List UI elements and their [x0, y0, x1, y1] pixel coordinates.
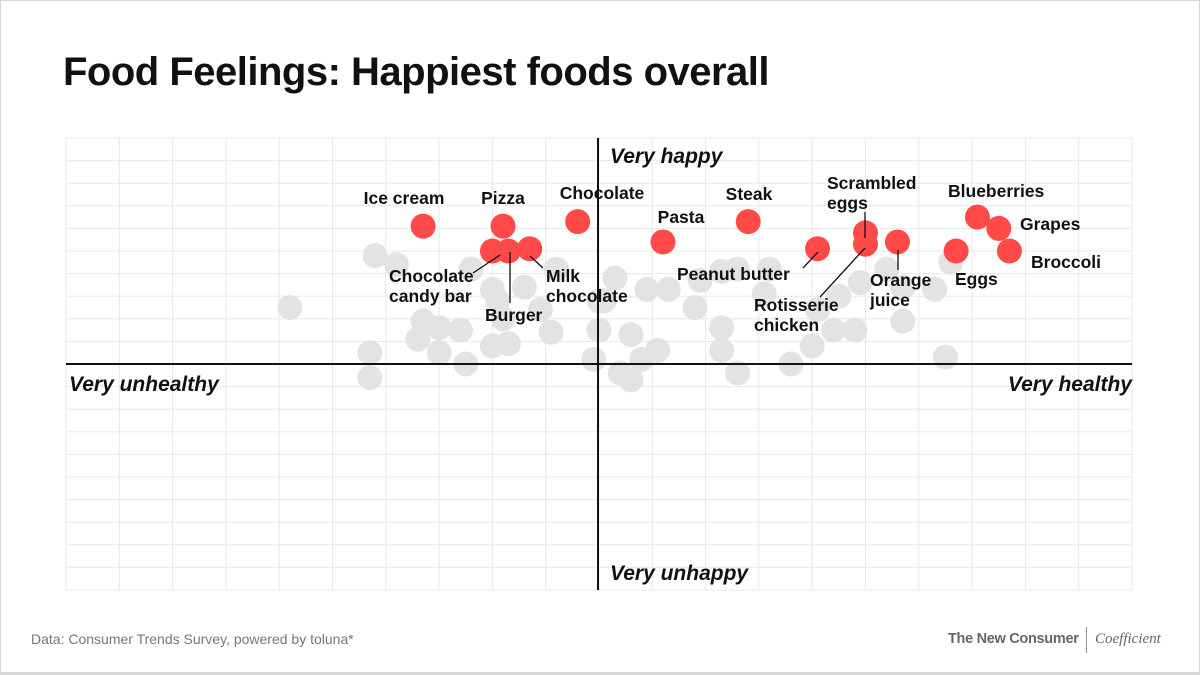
label-line: Chocolate	[389, 266, 474, 286]
label-chocolate: Chocolate	[559, 183, 645, 203]
point-blueberries	[964, 204, 990, 230]
food-point	[890, 274, 916, 300]
food-point	[511, 274, 537, 300]
food-point	[357, 365, 383, 391]
point-ice-cream	[410, 213, 436, 239]
x-axis-right-label: Very healthy	[1007, 373, 1132, 396]
page-title: Food Feelings: Happiest foods overall	[63, 50, 770, 94]
food-point	[618, 367, 644, 393]
food-point	[618, 322, 644, 348]
food-point	[634, 276, 660, 302]
label-pasta: Pasta	[657, 207, 705, 227]
label-line: eggs	[827, 193, 868, 213]
point-orange-juice	[884, 229, 910, 255]
label-line: chicken	[754, 315, 820, 335]
label-line: chocolate	[546, 286, 628, 306]
food-point	[826, 283, 852, 309]
food-point	[527, 297, 553, 323]
leader-peanut-butter	[802, 251, 819, 269]
food-point	[751, 281, 777, 307]
point-chocolate	[565, 209, 591, 235]
food-point	[842, 317, 868, 343]
food-point	[543, 256, 569, 282]
label-chocolate-candy-bar: Chocolate candy bar	[389, 266, 474, 306]
label-line: Milk	[546, 266, 581, 286]
food-point	[890, 308, 916, 334]
point-burger	[495, 238, 521, 264]
y-axis-top-label: Very happy	[610, 145, 723, 168]
label-eggs: Eggs	[955, 269, 998, 289]
food-point	[479, 333, 505, 359]
food-point	[799, 333, 825, 359]
food-point	[757, 256, 783, 282]
food-point	[709, 315, 735, 341]
label-orange-juice: Orange juice	[870, 270, 931, 310]
point-grapes	[986, 215, 1012, 241]
food-point	[538, 319, 564, 345]
label-rotisserie-chicken: Rotisserie chicken	[754, 295, 839, 335]
label-grapes: Grapes	[1020, 214, 1081, 234]
label-ice-cream: Ice cream	[363, 188, 445, 208]
label-scrambled-eggs: Scrambled eggs	[827, 173, 916, 213]
label-blueberries: Blueberries	[948, 181, 1045, 201]
food-point	[709, 337, 735, 363]
food-point	[426, 315, 452, 341]
point-pizza	[490, 213, 516, 239]
label-line: Scrambled	[827, 173, 917, 193]
food-point	[847, 270, 873, 296]
leader-lines	[472, 212, 899, 303]
food-point	[362, 243, 388, 269]
point-pasta	[650, 229, 676, 255]
food-point	[922, 276, 948, 302]
point-steak	[735, 209, 761, 235]
food-point	[645, 337, 671, 363]
brand-divider	[1086, 627, 1087, 653]
food-point	[932, 344, 958, 370]
label-broccoli: Broccoli	[1031, 252, 1102, 272]
brand-the-new-consumer: The New Consumer	[948, 631, 1079, 647]
point-milk-chocolate	[517, 236, 543, 262]
food-point	[805, 297, 831, 323]
leader-rotisserie-chicken	[819, 247, 866, 298]
food-point	[447, 317, 473, 343]
label-line: Rotisserie	[754, 295, 839, 315]
label-milk-chocolate: Milk chocolate	[546, 266, 628, 306]
food-point	[405, 326, 431, 352]
label-line: juice	[870, 290, 910, 310]
point-rotisserie-chicken	[853, 231, 878, 257]
highlighted-food-points	[410, 204, 1022, 264]
point-peanut-butter	[805, 236, 831, 262]
leader-candy-bar	[472, 254, 501, 274]
point-broccoli	[996, 238, 1022, 264]
food-point	[357, 340, 383, 366]
label-line: Orange	[870, 270, 932, 290]
food-point	[687, 267, 713, 293]
food-point	[655, 276, 681, 302]
food-point	[277, 295, 303, 320]
food-point	[602, 265, 628, 291]
y-axis-bottom-label: Very unhappy	[610, 562, 749, 585]
food-point	[383, 252, 409, 278]
food-point	[725, 256, 751, 282]
food-point	[821, 317, 847, 343]
leader-milk-chocolate	[529, 255, 544, 269]
label-burger: Burger	[485, 305, 543, 325]
label-steak: Steak	[725, 184, 773, 204]
source-note: Data: Consumer Trends Survey, powered by…	[31, 631, 354, 647]
food-point	[490, 306, 516, 332]
other-foods-points	[277, 243, 964, 393]
food-point	[581, 346, 607, 372]
food-point	[874, 256, 900, 282]
point-eggs	[943, 238, 969, 264]
label-peanut-butter: Peanut butter	[677, 264, 790, 284]
food-point	[458, 256, 484, 282]
brand-coefficient: Coefficient	[1095, 631, 1161, 647]
x-axis-left-label: Very unhealthy	[69, 373, 219, 396]
label-pizza: Pizza	[481, 188, 525, 208]
food-point	[725, 360, 751, 386]
food-point	[682, 295, 708, 320]
food-point	[426, 340, 452, 366]
label-line: candy bar	[389, 286, 472, 306]
